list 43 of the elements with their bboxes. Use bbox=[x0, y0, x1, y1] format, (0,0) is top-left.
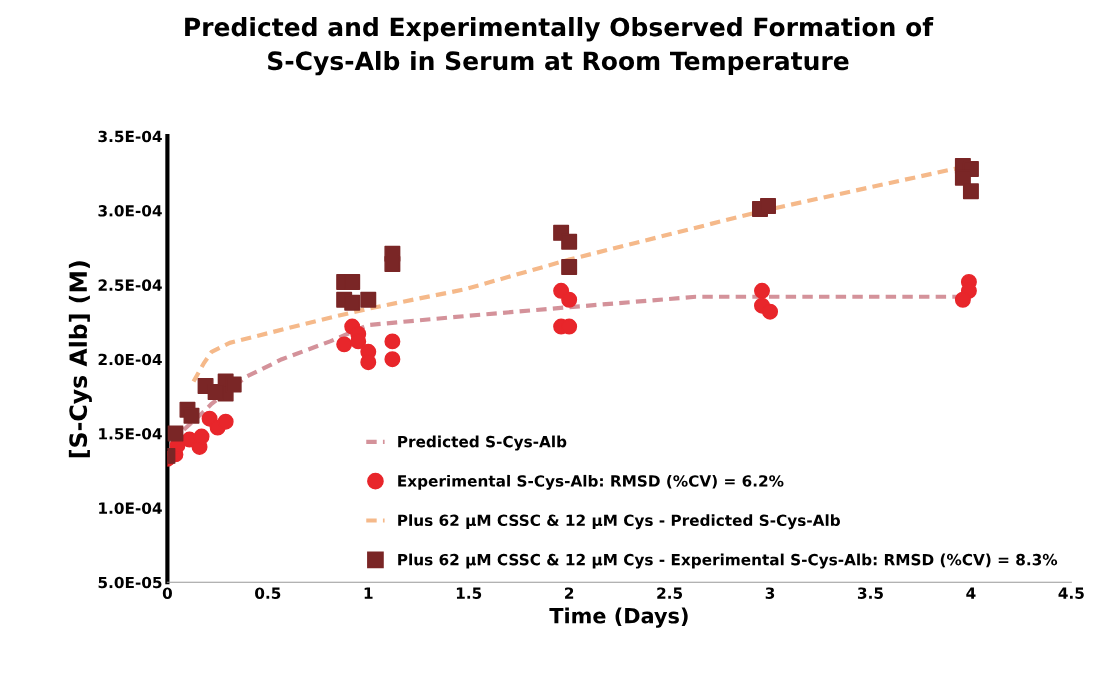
legend-label: Predicted S-Cys-Alb bbox=[398, 435, 567, 451]
legend-label: Plus 62 µM CSSC & 12 µM Cys - Predicted S-Cys-Alb bbox=[398, 514, 840, 530]
point bbox=[183, 407, 200, 424]
legend-label: Experimental S-Cys-Alb: RMSD (%CV) = 6.2% bbox=[398, 474, 784, 490]
x-axis-title: Time (Days) bbox=[549, 607, 688, 628]
point bbox=[954, 169, 971, 186]
y-tick-label: 3.0E-04 bbox=[98, 205, 162, 217]
y-tick-label: 5.0E-05 bbox=[98, 576, 162, 589]
point bbox=[384, 256, 401, 273]
y-axis-title: [S-Cys Alb] (M) bbox=[68, 261, 92, 458]
point bbox=[344, 294, 361, 311]
x-tick-label: 4 bbox=[966, 587, 976, 599]
point bbox=[561, 233, 578, 250]
point bbox=[384, 333, 401, 350]
y-tick-label: 2.5E-04 bbox=[98, 279, 162, 291]
point bbox=[217, 413, 234, 430]
point bbox=[962, 183, 979, 200]
point bbox=[561, 291, 578, 308]
point bbox=[760, 198, 777, 215]
x-tick-label: 3 bbox=[765, 587, 775, 599]
point bbox=[561, 259, 578, 276]
x-tick-label: 1 bbox=[364, 587, 373, 599]
point bbox=[193, 428, 210, 445]
y-tick-label: 1.5E-04 bbox=[99, 428, 162, 440]
x-tick-label: 1.5 bbox=[456, 587, 482, 599]
point bbox=[762, 303, 779, 320]
point bbox=[336, 336, 353, 353]
point bbox=[384, 351, 401, 368]
y-tick-label: 1.0E-04 bbox=[99, 502, 162, 514]
x-tick-label: 4.5 bbox=[1058, 587, 1084, 599]
legend-label: Plus 62 µM CSSC & 12 µM Cys - Experimental S-Cys-Alb: RMSD (%CV) = 8.3% bbox=[398, 553, 1058, 569]
point bbox=[167, 425, 184, 442]
point bbox=[954, 291, 971, 308]
x-tick-label: 2.5 bbox=[657, 587, 683, 599]
x-tick-label: 0.5 bbox=[255, 587, 281, 599]
point bbox=[754, 282, 770, 299]
chart-title: Predicted and Experimentally Observed Formation of S-Cys-Alb in Serum at Room Temperature bbox=[185, 17, 934, 76]
y-tick-label: 3.5E-04 bbox=[98, 130, 162, 143]
y-tick-label: 2.0E-04 bbox=[98, 353, 162, 366]
point bbox=[360, 291, 377, 308]
x-tick-label: 3.5 bbox=[857, 587, 883, 599]
x-tick-label: 2 bbox=[565, 587, 574, 599]
x-tick-label: 0 bbox=[162, 587, 172, 599]
